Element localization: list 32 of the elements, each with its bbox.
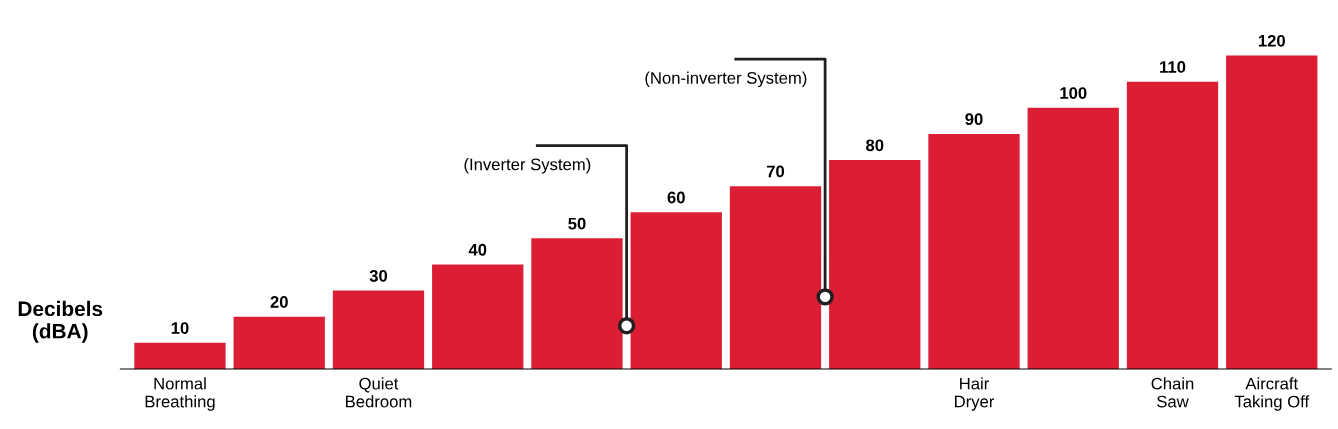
data-label: 20: [270, 296, 288, 308]
bar: [1027, 107, 1119, 369]
bar: [332, 290, 425, 369]
x-tick-label: Chain Saw: [1151, 377, 1194, 408]
data-label: 40: [468, 243, 487, 256]
bar: [630, 212, 722, 369]
annotation: (Non-inverter System): [645, 71, 807, 88]
bar: [1226, 55, 1318, 369]
data-label: 10: [171, 322, 189, 334]
annotation: (Inverter System): [464, 158, 591, 174]
data-label: 120: [1258, 34, 1285, 47]
data-label: 80: [866, 139, 884, 152]
x-tick-label: Hair Dryer: [955, 377, 995, 411]
x-tick-label: Aircraft Taking Off: [1234, 377, 1310, 411]
x-tick-label: Quiet Bedroom: [346, 377, 412, 408]
bar: [729, 186, 822, 369]
bar: [134, 342, 226, 369]
bar: [233, 316, 325, 369]
bar: [432, 264, 524, 369]
data-label: 90: [965, 113, 983, 126]
x-tick-label: Normal Breathing: [145, 377, 215, 411]
y-axis-title: Decibels (dBA): [18, 300, 103, 343]
bar: [829, 160, 921, 369]
data-label: 30: [369, 269, 388, 282]
data-label: 110: [1160, 61, 1186, 73]
bar: [928, 133, 1020, 369]
bar: [531, 238, 623, 369]
bar: [1126, 81, 1219, 369]
data-label: 70: [766, 165, 785, 178]
data-label: 50: [568, 217, 586, 230]
data-label: 100: [1060, 87, 1087, 99]
data-label: 60: [667, 191, 685, 204]
